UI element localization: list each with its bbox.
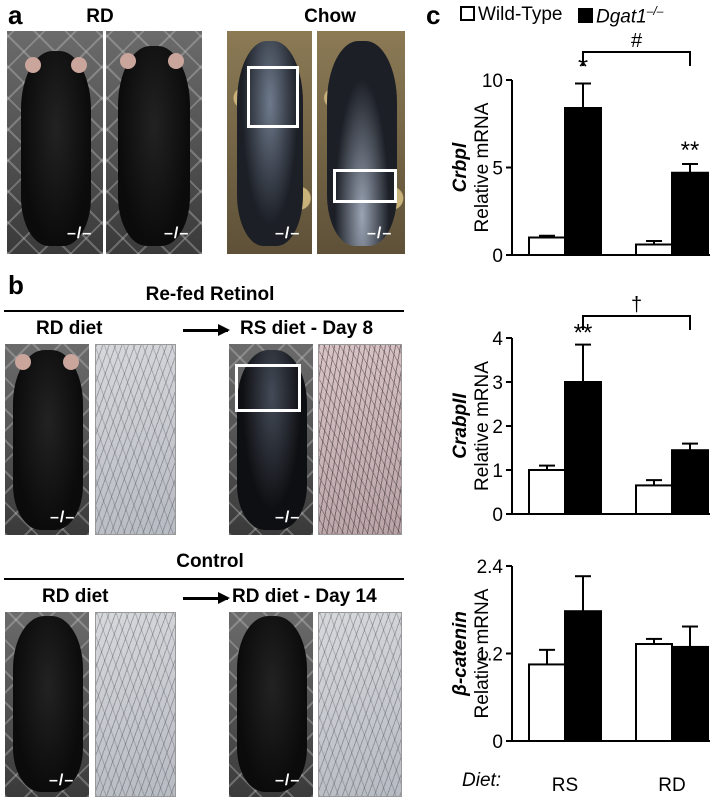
genotype-label: –/– bbox=[49, 772, 75, 789]
y-tick-label: 2 bbox=[492, 417, 503, 438]
significance-marker: ** bbox=[681, 137, 700, 164]
legend-wild-type: Wild-Type bbox=[460, 4, 562, 26]
legend-swatch-ko bbox=[578, 8, 593, 24]
y-tick-label: 4 bbox=[492, 329, 503, 350]
legend-ko-label: Dgat1 bbox=[596, 6, 647, 28]
legend-dgat1: Dgat1–/– bbox=[578, 4, 663, 28]
bar-dgat1-ko bbox=[564, 381, 602, 515]
legend-wt-label: Wild-Type bbox=[478, 4, 563, 25]
x-category-label: RS bbox=[552, 775, 578, 796]
rule bbox=[4, 310, 404, 312]
genotype-label: –/– bbox=[67, 225, 93, 242]
highlight-box bbox=[333, 169, 397, 203]
photo-refed-skin-rs bbox=[318, 344, 402, 535]
x-category-label: RD bbox=[658, 775, 685, 796]
y-tick-label: 0 bbox=[492, 732, 503, 753]
panel-a-chow-label: Chow bbox=[304, 6, 356, 27]
y-tick-label: 10 bbox=[482, 71, 503, 92]
bar-dgat1-ko bbox=[671, 449, 709, 516]
refed-left-label: RD diet bbox=[36, 318, 103, 339]
control-left-label: RD diet bbox=[42, 586, 109, 607]
y-tick-label: 1 bbox=[492, 461, 503, 482]
refed-retinol-title: Re-fed Retinol bbox=[145, 284, 275, 305]
significance-marker: ** bbox=[574, 320, 593, 347]
genotype-label: –/– bbox=[275, 772, 301, 789]
panel-b-letter: b bbox=[8, 270, 24, 300]
y-tick-label: 0 bbox=[492, 505, 503, 526]
y-tick-label: 2.4 bbox=[477, 557, 504, 578]
bar-wild-type bbox=[528, 663, 566, 742]
bar-dgat1-ko bbox=[564, 107, 602, 256]
photo-rd-mouse-2: –/– bbox=[106, 31, 202, 254]
y-tick-label: 0 bbox=[492, 246, 503, 267]
y-tick-label: 1.2 bbox=[477, 645, 503, 666]
panel-a-rd-label: RD bbox=[86, 6, 114, 27]
arrow-right bbox=[183, 324, 230, 336]
photo-refed-skin-rd bbox=[95, 344, 176, 535]
y-tick-label: 3 bbox=[492, 373, 503, 394]
legend-ko-superscript: –/– bbox=[646, 4, 664, 18]
genotype-label: –/– bbox=[275, 225, 301, 242]
photo-control-skin-start bbox=[95, 612, 176, 797]
rule bbox=[4, 578, 404, 580]
genotype-label: –/– bbox=[367, 225, 393, 242]
significance-marker: † bbox=[631, 294, 642, 316]
bar-wild-type bbox=[635, 243, 673, 256]
panel-a-letter: a bbox=[8, 0, 23, 30]
photo-rd-mouse-1: –/– bbox=[7, 31, 103, 254]
genotype-label: –/– bbox=[275, 509, 301, 526]
y-axis-label: CrabpIIRelative mRNA bbox=[450, 361, 493, 491]
photo-chow-mouse-2: –/– bbox=[317, 31, 405, 254]
arrow-right bbox=[183, 592, 230, 604]
photo-control-mouse-day14: –/– bbox=[229, 612, 313, 797]
bar-wild-type bbox=[635, 484, 673, 515]
bar-wild-type bbox=[528, 236, 566, 256]
photo-refed-mouse-rs: –/– bbox=[229, 344, 313, 535]
genotype-label: –/– bbox=[164, 225, 190, 242]
refed-right-label: RS diet - Day 8 bbox=[240, 318, 374, 339]
significance-marker: # bbox=[631, 30, 643, 52]
genotype-label: –/– bbox=[50, 509, 76, 526]
highlight-box bbox=[235, 364, 301, 412]
photo-chow-mouse-1: –/– bbox=[227, 31, 312, 254]
y-tick-label: 5 bbox=[492, 159, 503, 180]
y-axis-label: β-cateninRelative mRNA bbox=[450, 588, 493, 718]
control-right-label: RD diet - Day 14 bbox=[232, 586, 377, 607]
control-title: Control bbox=[176, 551, 244, 572]
bar-dgat1-ko bbox=[671, 645, 709, 742]
photo-refed-mouse-rd: –/– bbox=[5, 344, 89, 535]
bar-dgat1-ko bbox=[564, 610, 602, 742]
photo-control-skin-day14 bbox=[318, 612, 402, 797]
highlight-box bbox=[247, 66, 299, 128]
legend-swatch-wt bbox=[460, 6, 475, 21]
bar-wild-type bbox=[528, 469, 566, 515]
significance-marker: * bbox=[578, 52, 588, 82]
bar-dgat1-ko bbox=[671, 171, 709, 256]
significance-bracket bbox=[582, 51, 691, 66]
significance-bracket bbox=[582, 315, 691, 330]
diet-label: Diet: bbox=[462, 770, 502, 791]
bar-wild-type bbox=[635, 643, 673, 742]
photo-control-mouse-start: –/– bbox=[5, 612, 89, 797]
panel-c-letter: c bbox=[426, 0, 441, 30]
y-axis-label: CrbplRelative mRNA bbox=[450, 102, 493, 232]
